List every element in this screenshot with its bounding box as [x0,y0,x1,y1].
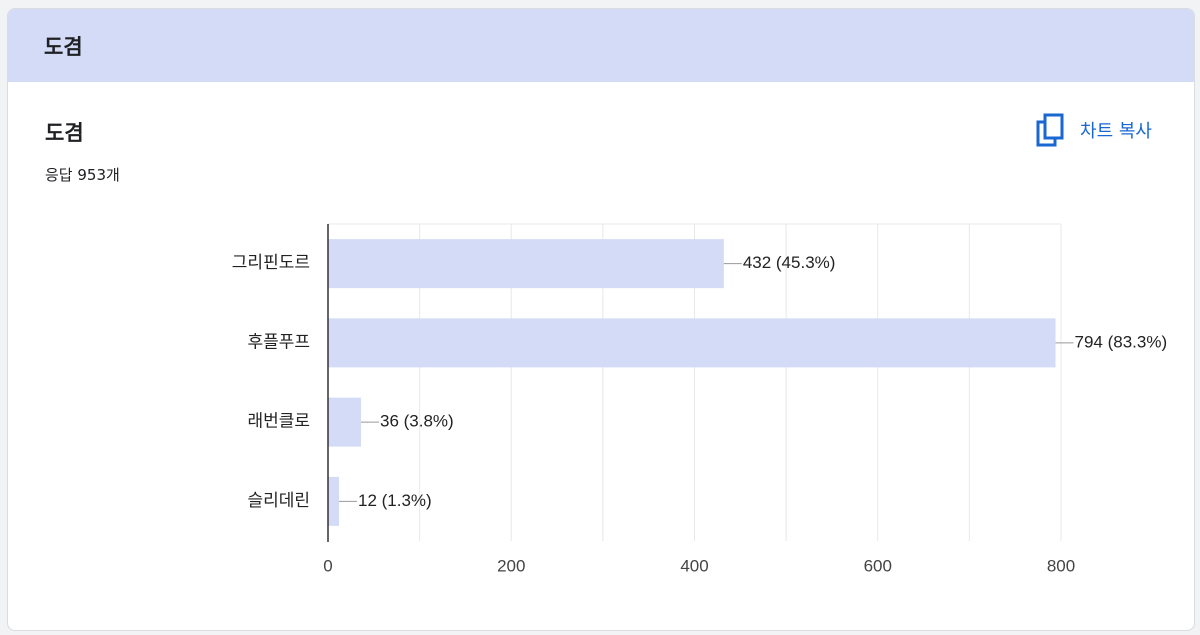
x-tick-label: 200 [497,556,525,575]
category-label: 슬리데린 [247,491,310,510]
card-header: 도겸 [8,9,1194,82]
x-tick-label: 800 [1047,556,1075,575]
bar [328,476,339,526]
data-label: 12 (1.3%) [358,491,432,510]
data-label: 432 (45.3%) [743,253,836,272]
category-label: 래번클로 [247,412,310,431]
response-count: 응답 953개 [45,166,120,184]
category-label: 후플푸프 [247,332,310,351]
chart-card: 도겸 도겸 응답 953개 차트 복사 그리핀도르 432 (45.3%) 후플푸프… [7,8,1195,631]
copy-icon [1036,113,1064,147]
copy-chart-button[interactable]: 차트 복사 [1036,113,1152,147]
data-label: 794 (83.3%) [1075,332,1168,351]
x-tick-label: 0 [323,556,332,575]
bar [328,239,724,289]
bar-chart: 그리핀도르 432 (45.3%) 후플푸프 794 (83.3%) 래번클로 36 (3… [232,223,1168,575]
x-tick-label: 600 [864,556,892,575]
category-label: 그리핀도르 [232,253,310,272]
bar [328,397,361,447]
x-tick-label: 400 [680,556,708,575]
copy-chart-label: 차트 복사 [1080,121,1152,142]
bar [328,318,1056,368]
header-title: 도겸 [44,34,83,59]
data-label: 36 (3.8%) [380,412,454,431]
question-title: 도겸 [45,121,84,145]
